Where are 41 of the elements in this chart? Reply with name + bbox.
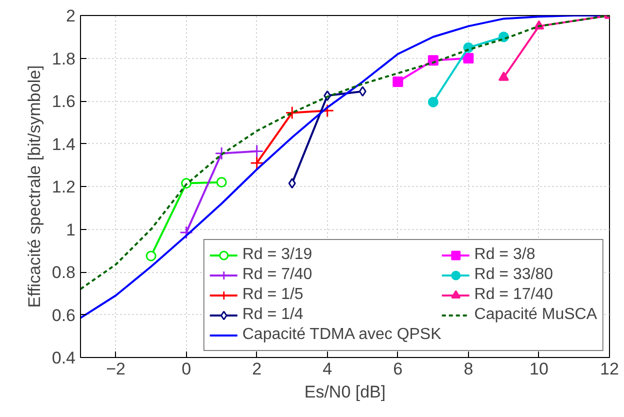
x-tick-label: 8 <box>464 360 474 378</box>
y-tick-label: 0.6 <box>52 306 76 325</box>
point <box>146 250 156 262</box>
legend-label: Capacité MuSCA <box>474 306 597 324</box>
legend-label: Rd = 3/8 <box>474 246 536 264</box>
legend-label: Capacité TDMA avec QPSK <box>242 326 442 344</box>
point <box>216 176 227 188</box>
point <box>392 76 404 88</box>
x-tick-label: 10 <box>530 360 548 378</box>
point <box>285 106 299 120</box>
x-tick-label: 12 <box>600 360 619 378</box>
x-axis-title: Es/N0 [dB] <box>304 382 386 402</box>
y-tick-label: 1.8 <box>52 49 76 68</box>
legend-label: Rd = 7/40 <box>242 266 312 284</box>
legend-label: Rd = 33/80 <box>474 266 554 284</box>
y-tick-label: 0.4 <box>52 348 76 368</box>
point <box>288 178 296 189</box>
y-tick-label: 1.4 <box>52 134 76 154</box>
y-tick-label: 0.8 <box>52 263 76 282</box>
point <box>358 86 366 97</box>
y-tick-label: 1 <box>66 220 76 240</box>
x-tick-label: 2 <box>252 360 262 378</box>
legend-label: Rd = 3/19 <box>242 246 312 264</box>
point <box>250 144 264 158</box>
x-tick-label: 0 <box>182 360 192 378</box>
y-axis-title: Efficacité spectrale [bit/symbole] <box>24 65 44 308</box>
point <box>463 53 474 64</box>
y-tick-label: 1.6 <box>52 92 76 111</box>
y-tick-label: 1.2 <box>52 178 76 196</box>
legend-label: Rd = 17/40 <box>474 286 554 304</box>
x-tick-label: 4 <box>322 360 332 378</box>
x-tick-label: 6 <box>393 360 403 378</box>
point <box>180 226 194 240</box>
point <box>498 72 509 81</box>
point <box>428 96 438 108</box>
legend-label: Rd = 1/5 <box>242 286 304 304</box>
legend-label: Rd = 1/4 <box>242 306 304 324</box>
y-tick-label: 2 <box>66 6 76 26</box>
point <box>214 146 228 160</box>
x-tick-label: −2 <box>106 360 126 378</box>
point <box>250 156 264 170</box>
